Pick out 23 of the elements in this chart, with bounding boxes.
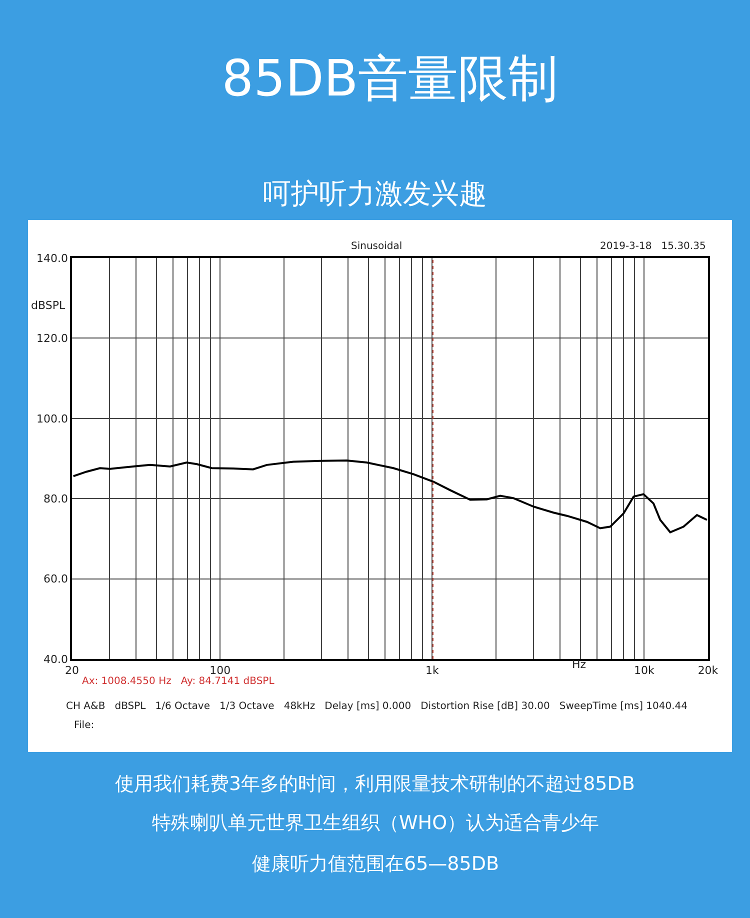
y-tick-label: 60.0 xyxy=(44,572,68,586)
text: CH A&B dBSPL 1/6 Octave 1/3 Octave 48kHz Delay [ms] 0.000 Distortion Rise [dB] 30.00 SweepTime [ms] 1040.44 xyxy=(66,701,688,712)
text: 使用我们耗费3年多的时间，利用限量技术研制的不超过85DB xyxy=(115,773,635,795)
text: 健康听力值范围在65—85DB xyxy=(252,853,500,875)
text: 2019-3-18 15.30.35 xyxy=(600,241,706,252)
text: Ax: 1008.4550 Hz Ay: 84.7141 dBSPL xyxy=(82,676,275,687)
y-tick-label: 120.0 xyxy=(36,332,68,346)
x-tick-label: 20k xyxy=(698,664,719,677)
x-tick-label: 100 xyxy=(210,664,231,677)
x-tick-label: 1k xyxy=(425,664,440,677)
text: Sinusoidal xyxy=(351,241,402,252)
chart-subtitle: 呵护听力激发兴趣 xyxy=(263,177,487,210)
text: 特殊喇叭单元世界卫生组织（WHO）认为适合青少年 xyxy=(152,812,600,834)
x-tick-label: 10k xyxy=(634,664,655,677)
x-tick-label: 20 xyxy=(65,664,79,677)
text: File: xyxy=(74,720,94,731)
y-tick-label: 140.0 xyxy=(36,252,68,265)
y-tick-label: 80.0 xyxy=(44,492,68,506)
x-axis-title: Hz xyxy=(572,658,586,671)
y-tick-label: 100.0 xyxy=(36,412,68,426)
chart-title: 85DB音量限制 xyxy=(222,50,558,108)
y-axis-title: dBSPL xyxy=(31,299,66,312)
y-tick-label: 40.0 xyxy=(44,652,68,666)
